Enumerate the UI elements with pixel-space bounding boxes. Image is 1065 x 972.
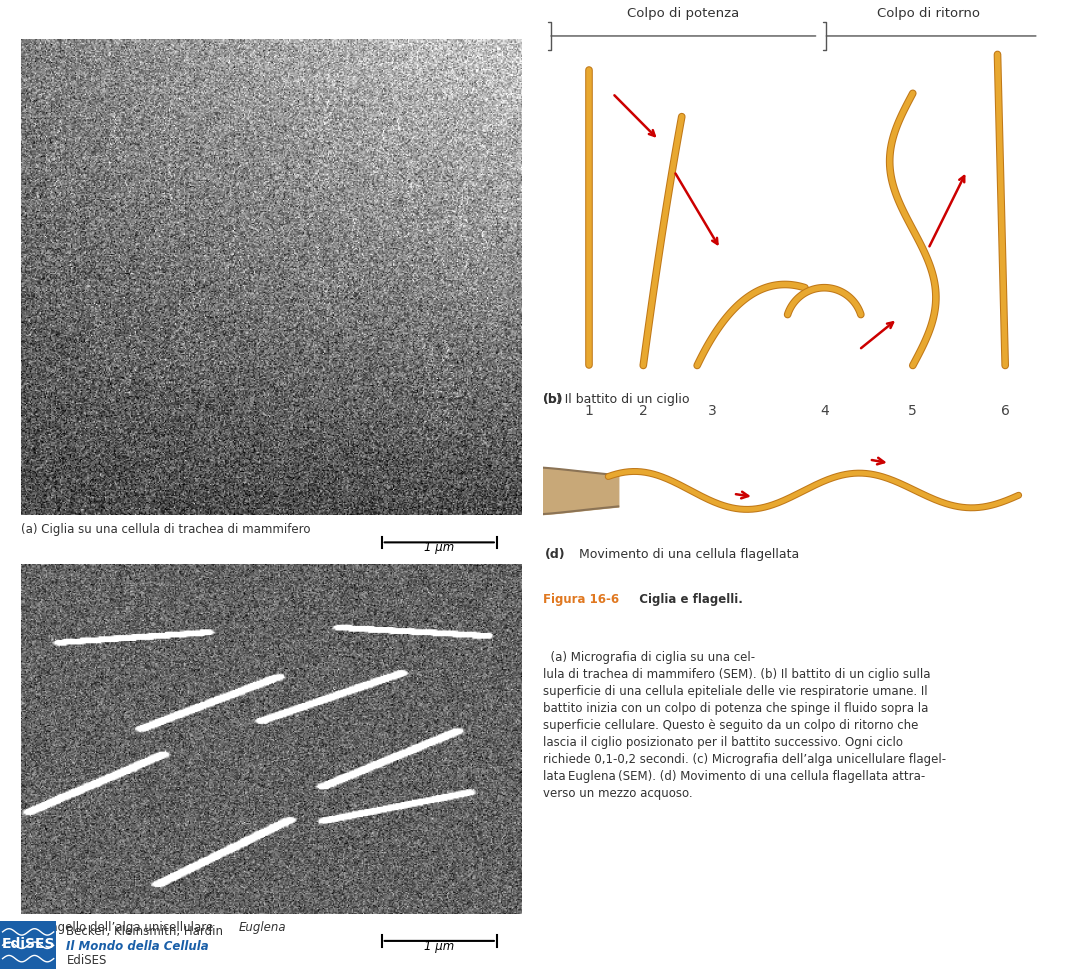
Text: Movimento di una cellula flagellata: Movimento di una cellula flagellata bbox=[575, 548, 800, 561]
Text: (d): (d) bbox=[545, 548, 566, 561]
Text: Colpo di potenza: Colpo di potenza bbox=[627, 7, 739, 19]
Text: Becker, Kleinsmith, Hardin: Becker, Kleinsmith, Hardin bbox=[66, 925, 224, 938]
Text: 3: 3 bbox=[708, 404, 717, 418]
Text: 6: 6 bbox=[1001, 404, 1010, 418]
Text: 2: 2 bbox=[639, 404, 648, 418]
FancyBboxPatch shape bbox=[0, 921, 56, 969]
Text: Figura 16-6: Figura 16-6 bbox=[543, 593, 619, 606]
Text: EdiSES: EdiSES bbox=[1, 937, 55, 952]
Text: 1 μm: 1 μm bbox=[424, 940, 455, 953]
Text: EdiSES: EdiSES bbox=[66, 954, 106, 967]
Text: (c) Flagello dell’alga unicellulare: (c) Flagello dell’alga unicellulare bbox=[21, 921, 217, 934]
Text: (a) Micrografia di ciglia su una cel-
lula di trachea di mammifero (SEM). (b) Il: (a) Micrografia di ciglia su una cel- lu… bbox=[543, 650, 947, 800]
Text: 4: 4 bbox=[820, 404, 829, 418]
Text: Ciglia e flagelli.: Ciglia e flagelli. bbox=[630, 593, 742, 606]
Text: Il Mondo della Cellula: Il Mondo della Cellula bbox=[66, 940, 209, 953]
Text: 5: 5 bbox=[908, 404, 917, 418]
Text: Colpo di ritorno: Colpo di ritorno bbox=[878, 7, 980, 19]
Text: 1: 1 bbox=[585, 404, 594, 418]
Text: Euglena: Euglena bbox=[239, 921, 286, 934]
Text: (b) Il battito di un ciglio: (b) Il battito di un ciglio bbox=[543, 393, 690, 405]
Text: 1 μm: 1 μm bbox=[424, 541, 455, 554]
Text: (a) Ciglia su una cellula di trachea di mammifero: (a) Ciglia su una cellula di trachea di … bbox=[21, 523, 311, 536]
Text: (b): (b) bbox=[543, 393, 563, 405]
